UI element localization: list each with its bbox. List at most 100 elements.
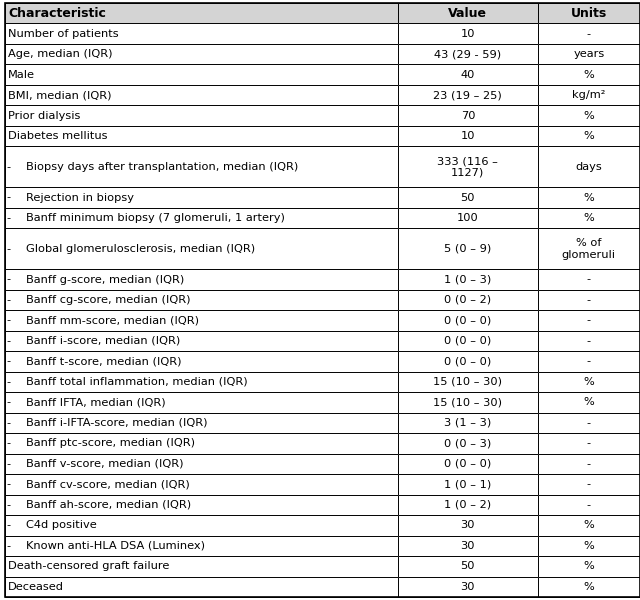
Bar: [398, 392, 538, 413]
Text: Biopsy days after transplantation, median (IQR): Biopsy days after transplantation, media…: [26, 162, 298, 172]
Bar: [398, 126, 538, 146]
Text: -: -: [6, 356, 10, 367]
Text: Banff v-score, median (IQR): Banff v-score, median (IQR): [26, 459, 183, 469]
Bar: [5, 433, 398, 454]
Text: %: %: [584, 397, 594, 407]
Text: -: -: [6, 336, 10, 346]
Text: BMI, median (IQR): BMI, median (IQR): [8, 90, 112, 100]
Bar: [538, 44, 640, 64]
Bar: [5, 106, 398, 126]
Bar: [538, 146, 640, 187]
Bar: [5, 371, 398, 392]
Text: 0 (0 – 3): 0 (0 – 3): [444, 439, 492, 448]
Bar: [398, 85, 538, 106]
Bar: [538, 331, 640, 351]
Text: -: -: [587, 29, 591, 39]
Bar: [398, 187, 538, 208]
Bar: [5, 577, 398, 597]
Text: -: -: [6, 377, 10, 387]
Bar: [5, 454, 398, 474]
Bar: [538, 290, 640, 310]
Text: Banff total inflammation, median (IQR): Banff total inflammation, median (IQR): [26, 377, 247, 387]
Bar: [398, 556, 538, 577]
Bar: [538, 44, 640, 64]
Bar: [5, 106, 398, 126]
Bar: [5, 433, 398, 454]
Text: Banff IFTA, median (IQR): Banff IFTA, median (IQR): [26, 397, 165, 407]
Bar: [5, 269, 398, 290]
Bar: [5, 556, 398, 577]
Bar: [398, 208, 538, 229]
Bar: [398, 23, 538, 44]
Text: Banff i-IFTA-score, median (IQR): Banff i-IFTA-score, median (IQR): [26, 418, 207, 428]
Bar: [5, 331, 398, 351]
Bar: [398, 229, 538, 269]
Text: 70: 70: [461, 110, 475, 121]
Bar: [538, 85, 640, 106]
Bar: [538, 556, 640, 577]
Bar: [538, 433, 640, 454]
Bar: [398, 310, 538, 331]
Text: Age, median (IQR): Age, median (IQR): [8, 49, 113, 59]
Bar: [5, 413, 398, 433]
Text: -: -: [587, 336, 591, 346]
Bar: [538, 454, 640, 474]
Bar: [538, 494, 640, 515]
Bar: [398, 331, 538, 351]
Text: Male: Male: [8, 70, 35, 80]
Bar: [398, 310, 538, 331]
Text: Banff ah-score, median (IQR): Banff ah-score, median (IQR): [26, 500, 191, 510]
Text: -: -: [587, 500, 591, 510]
Text: 0 (0 – 0): 0 (0 – 0): [444, 336, 492, 346]
Text: Global glomerulosclerosis, median (IQR): Global glomerulosclerosis, median (IQR): [26, 244, 255, 254]
Bar: [538, 126, 640, 146]
Bar: [5, 208, 398, 229]
Bar: [5, 146, 398, 187]
Bar: [5, 146, 398, 187]
Bar: [5, 331, 398, 351]
Bar: [5, 494, 398, 515]
Text: -: -: [6, 397, 10, 407]
Text: -: -: [587, 479, 591, 490]
Text: -: -: [587, 418, 591, 428]
Bar: [5, 310, 398, 331]
Bar: [538, 106, 640, 126]
Bar: [5, 290, 398, 310]
Bar: [398, 454, 538, 474]
Bar: [5, 310, 398, 331]
Text: Characteristic: Characteristic: [8, 7, 106, 20]
Bar: [398, 44, 538, 64]
Bar: [398, 3, 538, 23]
Text: 30: 30: [461, 582, 475, 592]
Bar: [538, 64, 640, 85]
Text: -: -: [587, 295, 591, 305]
Text: 30: 30: [461, 541, 475, 551]
Bar: [398, 331, 538, 351]
Bar: [538, 106, 640, 126]
Bar: [538, 187, 640, 208]
Text: Known anti-HLA DSA (Luminex): Known anti-HLA DSA (Luminex): [26, 541, 205, 551]
Bar: [5, 351, 398, 371]
Text: Prior dialysis: Prior dialysis: [8, 110, 81, 121]
Text: 0 (0 – 0): 0 (0 – 0): [444, 316, 492, 325]
Bar: [538, 208, 640, 229]
Text: Death-censored graft failure: Death-censored graft failure: [8, 561, 170, 571]
Bar: [5, 64, 398, 85]
Text: -: -: [6, 520, 10, 530]
Bar: [5, 577, 398, 597]
Text: 1 (0 – 3): 1 (0 – 3): [444, 275, 492, 284]
Text: %: %: [584, 520, 594, 530]
Bar: [538, 85, 640, 106]
Bar: [398, 413, 538, 433]
Bar: [538, 474, 640, 494]
Bar: [5, 3, 398, 23]
Text: Value: Value: [449, 7, 487, 20]
Bar: [538, 474, 640, 494]
Bar: [538, 64, 640, 85]
Bar: [5, 536, 398, 556]
Bar: [398, 126, 538, 146]
Bar: [538, 229, 640, 269]
Bar: [5, 515, 398, 536]
Bar: [5, 269, 398, 290]
Text: Rejection in biopsy: Rejection in biopsy: [26, 193, 134, 203]
